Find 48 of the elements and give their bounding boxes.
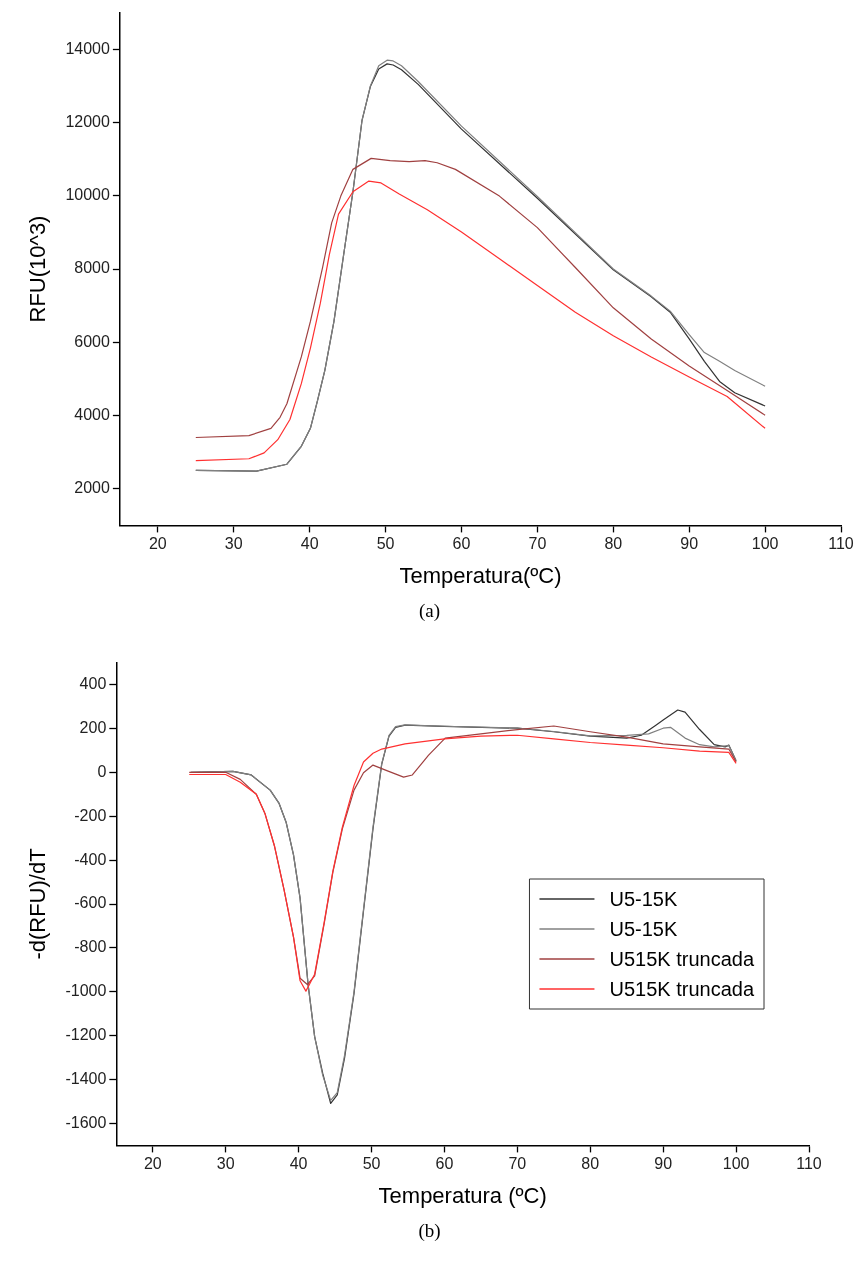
x-tick-label: 70 <box>528 535 547 553</box>
y-tick-label: -600 <box>74 894 107 912</box>
x-tick-label: 50 <box>362 1155 381 1173</box>
y-tick-label: 8000 <box>74 259 110 277</box>
y-tick-label: -1600 <box>65 1113 107 1131</box>
x-tick-label: 110 <box>828 535 854 553</box>
y-axis-title: -d(RFU)/dT <box>25 848 51 960</box>
legend-label: U5-15K <box>609 917 678 940</box>
legend-label: U5-15K <box>609 887 678 910</box>
x-tick-label: 100 <box>751 535 779 553</box>
x-tick-label: 30 <box>216 1155 235 1173</box>
x-tick-label: 40 <box>300 535 319 553</box>
text: (a) <box>417 600 442 623</box>
x-tick-label: 70 <box>508 1155 527 1173</box>
y-tick-label: 14000 <box>65 39 110 57</box>
x-tick-label: 60 <box>435 1155 454 1173</box>
x-tick-label: 80 <box>604 535 623 553</box>
x-tick-label: 60 <box>452 535 471 553</box>
y-tick-label: 12000 <box>65 112 110 130</box>
y-tick-label: 400 <box>79 674 107 692</box>
x-tick-label: 20 <box>148 535 167 553</box>
x-tick-label: 80 <box>581 1155 600 1173</box>
y-tick-label: 6000 <box>74 332 110 350</box>
x-tick-label: 20 <box>143 1155 162 1173</box>
x-tick-label: 110 <box>796 1155 822 1173</box>
y-tick-label: -400 <box>74 850 107 868</box>
x-tick-label: 90 <box>680 535 699 553</box>
y-tick-label: 0 <box>97 762 107 780</box>
x-tick-label: 90 <box>654 1155 673 1173</box>
y-tick-label: 4000 <box>74 405 110 423</box>
y-tick-label: 200 <box>79 718 107 736</box>
y-tick-label: -1400 <box>65 1069 107 1087</box>
y-tick-label: 2000 <box>74 479 110 497</box>
y-tick-label: -200 <box>74 806 107 824</box>
legend-label: U515K truncada <box>609 947 755 970</box>
x-tick-label: 50 <box>376 535 395 553</box>
legend-label: U515K truncada <box>609 977 755 1000</box>
x-axis-title: Temperatura(ºC) <box>399 562 562 588</box>
x-tick-label: 40 <box>289 1155 308 1173</box>
x-tick-label: 30 <box>224 535 243 553</box>
y-tick-label: 10000 <box>65 186 110 204</box>
text: (b) <box>417 1220 442 1243</box>
y-tick-label: -800 <box>74 938 107 956</box>
x-tick-label: 100 <box>722 1155 750 1173</box>
y-axis-title: RFU(10^3) <box>25 215 51 323</box>
x-axis-title: Temperatura (ºC) <box>378 1182 547 1208</box>
y-tick-label: -1000 <box>65 982 107 1000</box>
y-tick-label: -1200 <box>65 1026 107 1044</box>
